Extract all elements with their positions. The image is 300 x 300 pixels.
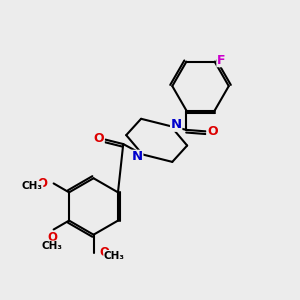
Text: O: O <box>94 132 104 145</box>
Text: CH₃: CH₃ <box>104 250 125 260</box>
Text: O: O <box>207 125 217 138</box>
Text: CH₃: CH₃ <box>22 182 43 191</box>
Text: O: O <box>37 177 47 190</box>
Text: N: N <box>132 150 143 163</box>
Text: N: N <box>171 118 182 131</box>
Text: F: F <box>217 54 225 67</box>
Text: CH₃: CH₃ <box>42 241 63 251</box>
Text: O: O <box>99 246 109 259</box>
Text: O: O <box>47 231 57 244</box>
